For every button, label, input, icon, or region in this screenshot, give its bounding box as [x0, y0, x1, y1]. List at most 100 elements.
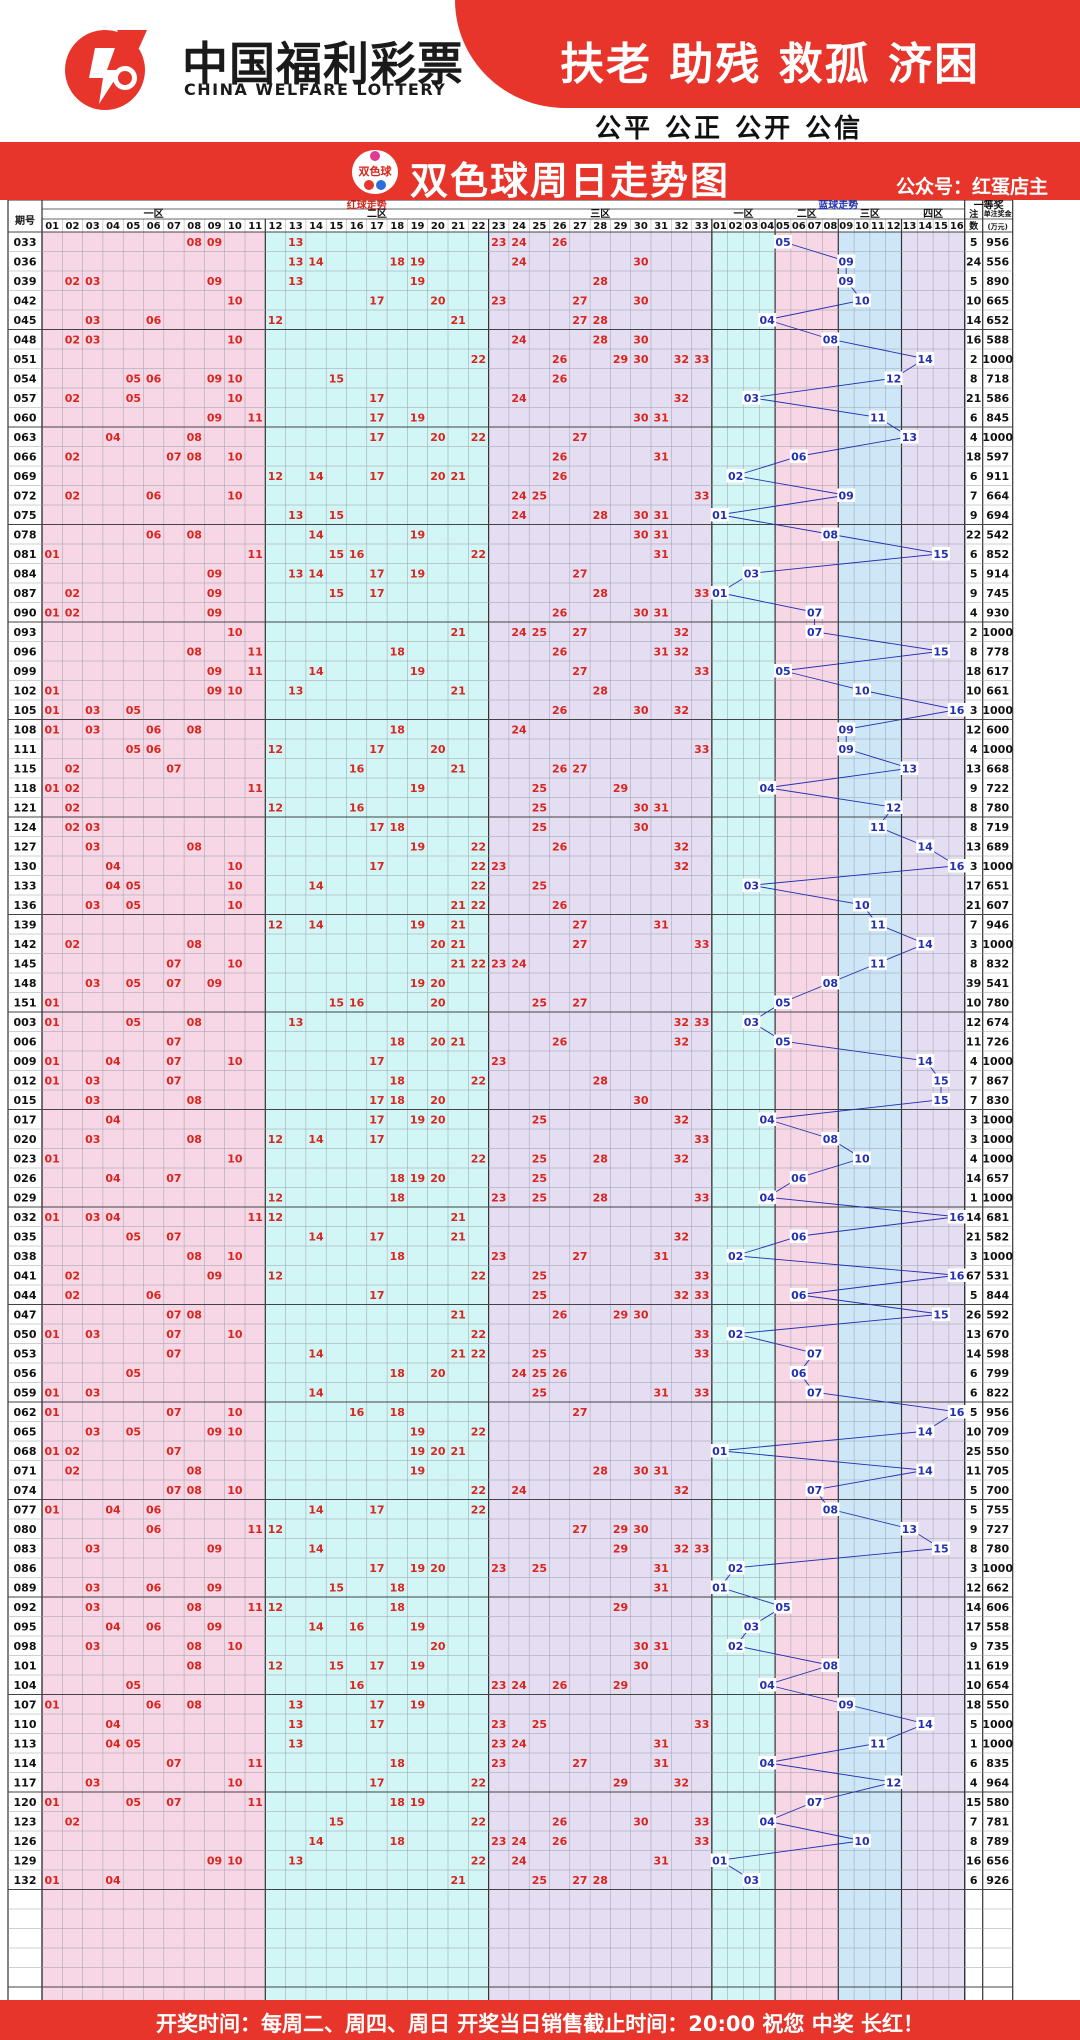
red-ball: 06: [146, 1581, 162, 1594]
red-ball: 11: [247, 645, 262, 658]
red-ball: 10: [227, 450, 243, 463]
red-ball: 27: [572, 996, 587, 1009]
red-ball: 05: [126, 743, 141, 756]
winner-count: 4: [970, 1055, 978, 1068]
red-ball: 03: [85, 1386, 100, 1399]
red-ball: 08: [187, 528, 202, 541]
blue-ball: 05: [775, 996, 790, 1009]
red-ball: 23: [491, 1835, 506, 1848]
red-ball: 23: [491, 1191, 506, 1204]
blue-ball: 02: [728, 1250, 743, 1263]
winner-count: 6: [970, 548, 978, 561]
red-ball: 07: [166, 1445, 181, 1458]
red-ball: 06: [146, 372, 162, 385]
red-ball: 15: [329, 548, 344, 561]
red-ball: 12: [268, 1191, 283, 1204]
blue-ball: 04: [760, 1191, 776, 1204]
red-ball: 31: [653, 1757, 668, 1770]
red-ball: 20: [430, 1367, 446, 1380]
red-ball: 03: [85, 1328, 100, 1341]
red-ball: 24: [511, 489, 527, 502]
blue-ball-bg: [947, 859, 966, 873]
blue-ball-bg: [932, 1541, 950, 1555]
blue-ball-bg: [837, 1697, 856, 1711]
red-ball: 12: [268, 1269, 283, 1282]
winner-count: 11: [966, 1659, 981, 1672]
red-ball: 02: [65, 1464, 80, 1477]
red-ball: 30: [633, 1523, 649, 1536]
red-ball: 14: [308, 567, 324, 580]
red-ball: 18: [390, 645, 405, 658]
red-ball: 21: [450, 626, 465, 639]
red-ball: 30: [633, 528, 649, 541]
blue-ball: 01: [712, 509, 727, 522]
prize-amount: 652: [986, 314, 1009, 327]
prize-amount: 946: [986, 918, 1009, 931]
red-ball: 23: [491, 1055, 506, 1068]
red-ball: 29: [613, 1601, 628, 1614]
red-ball: 27: [572, 431, 587, 444]
red-ball: 07: [166, 1328, 181, 1341]
red-ball: 16: [349, 996, 365, 1009]
issue-number: 080: [14, 1523, 37, 1536]
red-ball: 14: [308, 1230, 324, 1243]
winner-count: 15: [966, 1796, 981, 1809]
prize-amount: 830: [986, 1094, 1009, 1107]
prize-amount: 956: [986, 236, 1009, 249]
blue-ball: 16: [949, 1269, 965, 1282]
winner-count: 1: [970, 1191, 978, 1204]
blue-ball-bg: [774, 995, 792, 1009]
red-ball: 02: [65, 275, 80, 288]
prize-amount: 1000: [982, 626, 1013, 639]
red-ball: 18: [390, 1094, 405, 1107]
issue-number: 029: [14, 1191, 37, 1204]
red-ball: 31: [653, 528, 668, 541]
red-ball: 24: [511, 1484, 527, 1497]
red-ball: 31: [653, 801, 668, 814]
red-ball: 19: [410, 1425, 425, 1438]
blue-ball-bg: [726, 1639, 745, 1653]
red-ball: 27: [572, 1406, 587, 1419]
red-ball: 20: [430, 1094, 446, 1107]
blue-ball: 02: [728, 1640, 743, 1653]
ssq-ball-badge-icon: 双色球: [352, 150, 398, 194]
blue-ball-bg: [774, 1600, 792, 1614]
winner-count: 12: [966, 1581, 981, 1594]
blue-zone-label: 四区: [923, 208, 943, 220]
count-label-2: 数: [969, 220, 979, 232]
red-ball: 22: [471, 353, 486, 366]
blue-ball-bg: [805, 1346, 824, 1360]
winner-count: 5: [970, 1718, 978, 1731]
issue-number: 017: [14, 1113, 37, 1126]
red-ball: 31: [653, 1737, 668, 1750]
red-col-header: 22: [471, 221, 485, 232]
winner-count: 4: [970, 743, 978, 756]
red-ball: 06: [146, 1503, 162, 1516]
prize-amount: 582: [986, 1230, 1009, 1243]
red-ball: 01: [44, 548, 59, 561]
red-ball: 18: [390, 1172, 405, 1185]
red-ball: 04: [105, 1503, 121, 1516]
red-ball: 23: [491, 1562, 506, 1575]
blue-col-header: 13: [902, 221, 916, 232]
red-ball: 08: [187, 1464, 202, 1477]
red-ball: 26: [552, 1308, 568, 1321]
red-ball: 24: [511, 957, 527, 970]
blue-ball-bg: [805, 1795, 824, 1809]
winner-count: 11: [966, 1035, 981, 1048]
blue-ball-bg: [884, 800, 903, 814]
blue-ball: 09: [839, 743, 854, 756]
issue-number: 083: [14, 1542, 37, 1555]
red-ball: 06: [146, 1698, 162, 1711]
red-ball: 01: [44, 1386, 59, 1399]
blue-ball-bg: [853, 1151, 871, 1165]
red-ball: 24: [511, 255, 527, 268]
red-ball: 09: [207, 567, 222, 580]
red-ball: 22: [471, 1347, 486, 1360]
prize-amount: 1000: [982, 1737, 1013, 1750]
red-ball: 18: [390, 1835, 405, 1848]
red-ball: 30: [633, 1308, 649, 1321]
issue-number: 139: [14, 918, 37, 931]
red-ball: 25: [532, 1191, 547, 1204]
prize-amount: 1000: [982, 1250, 1013, 1263]
